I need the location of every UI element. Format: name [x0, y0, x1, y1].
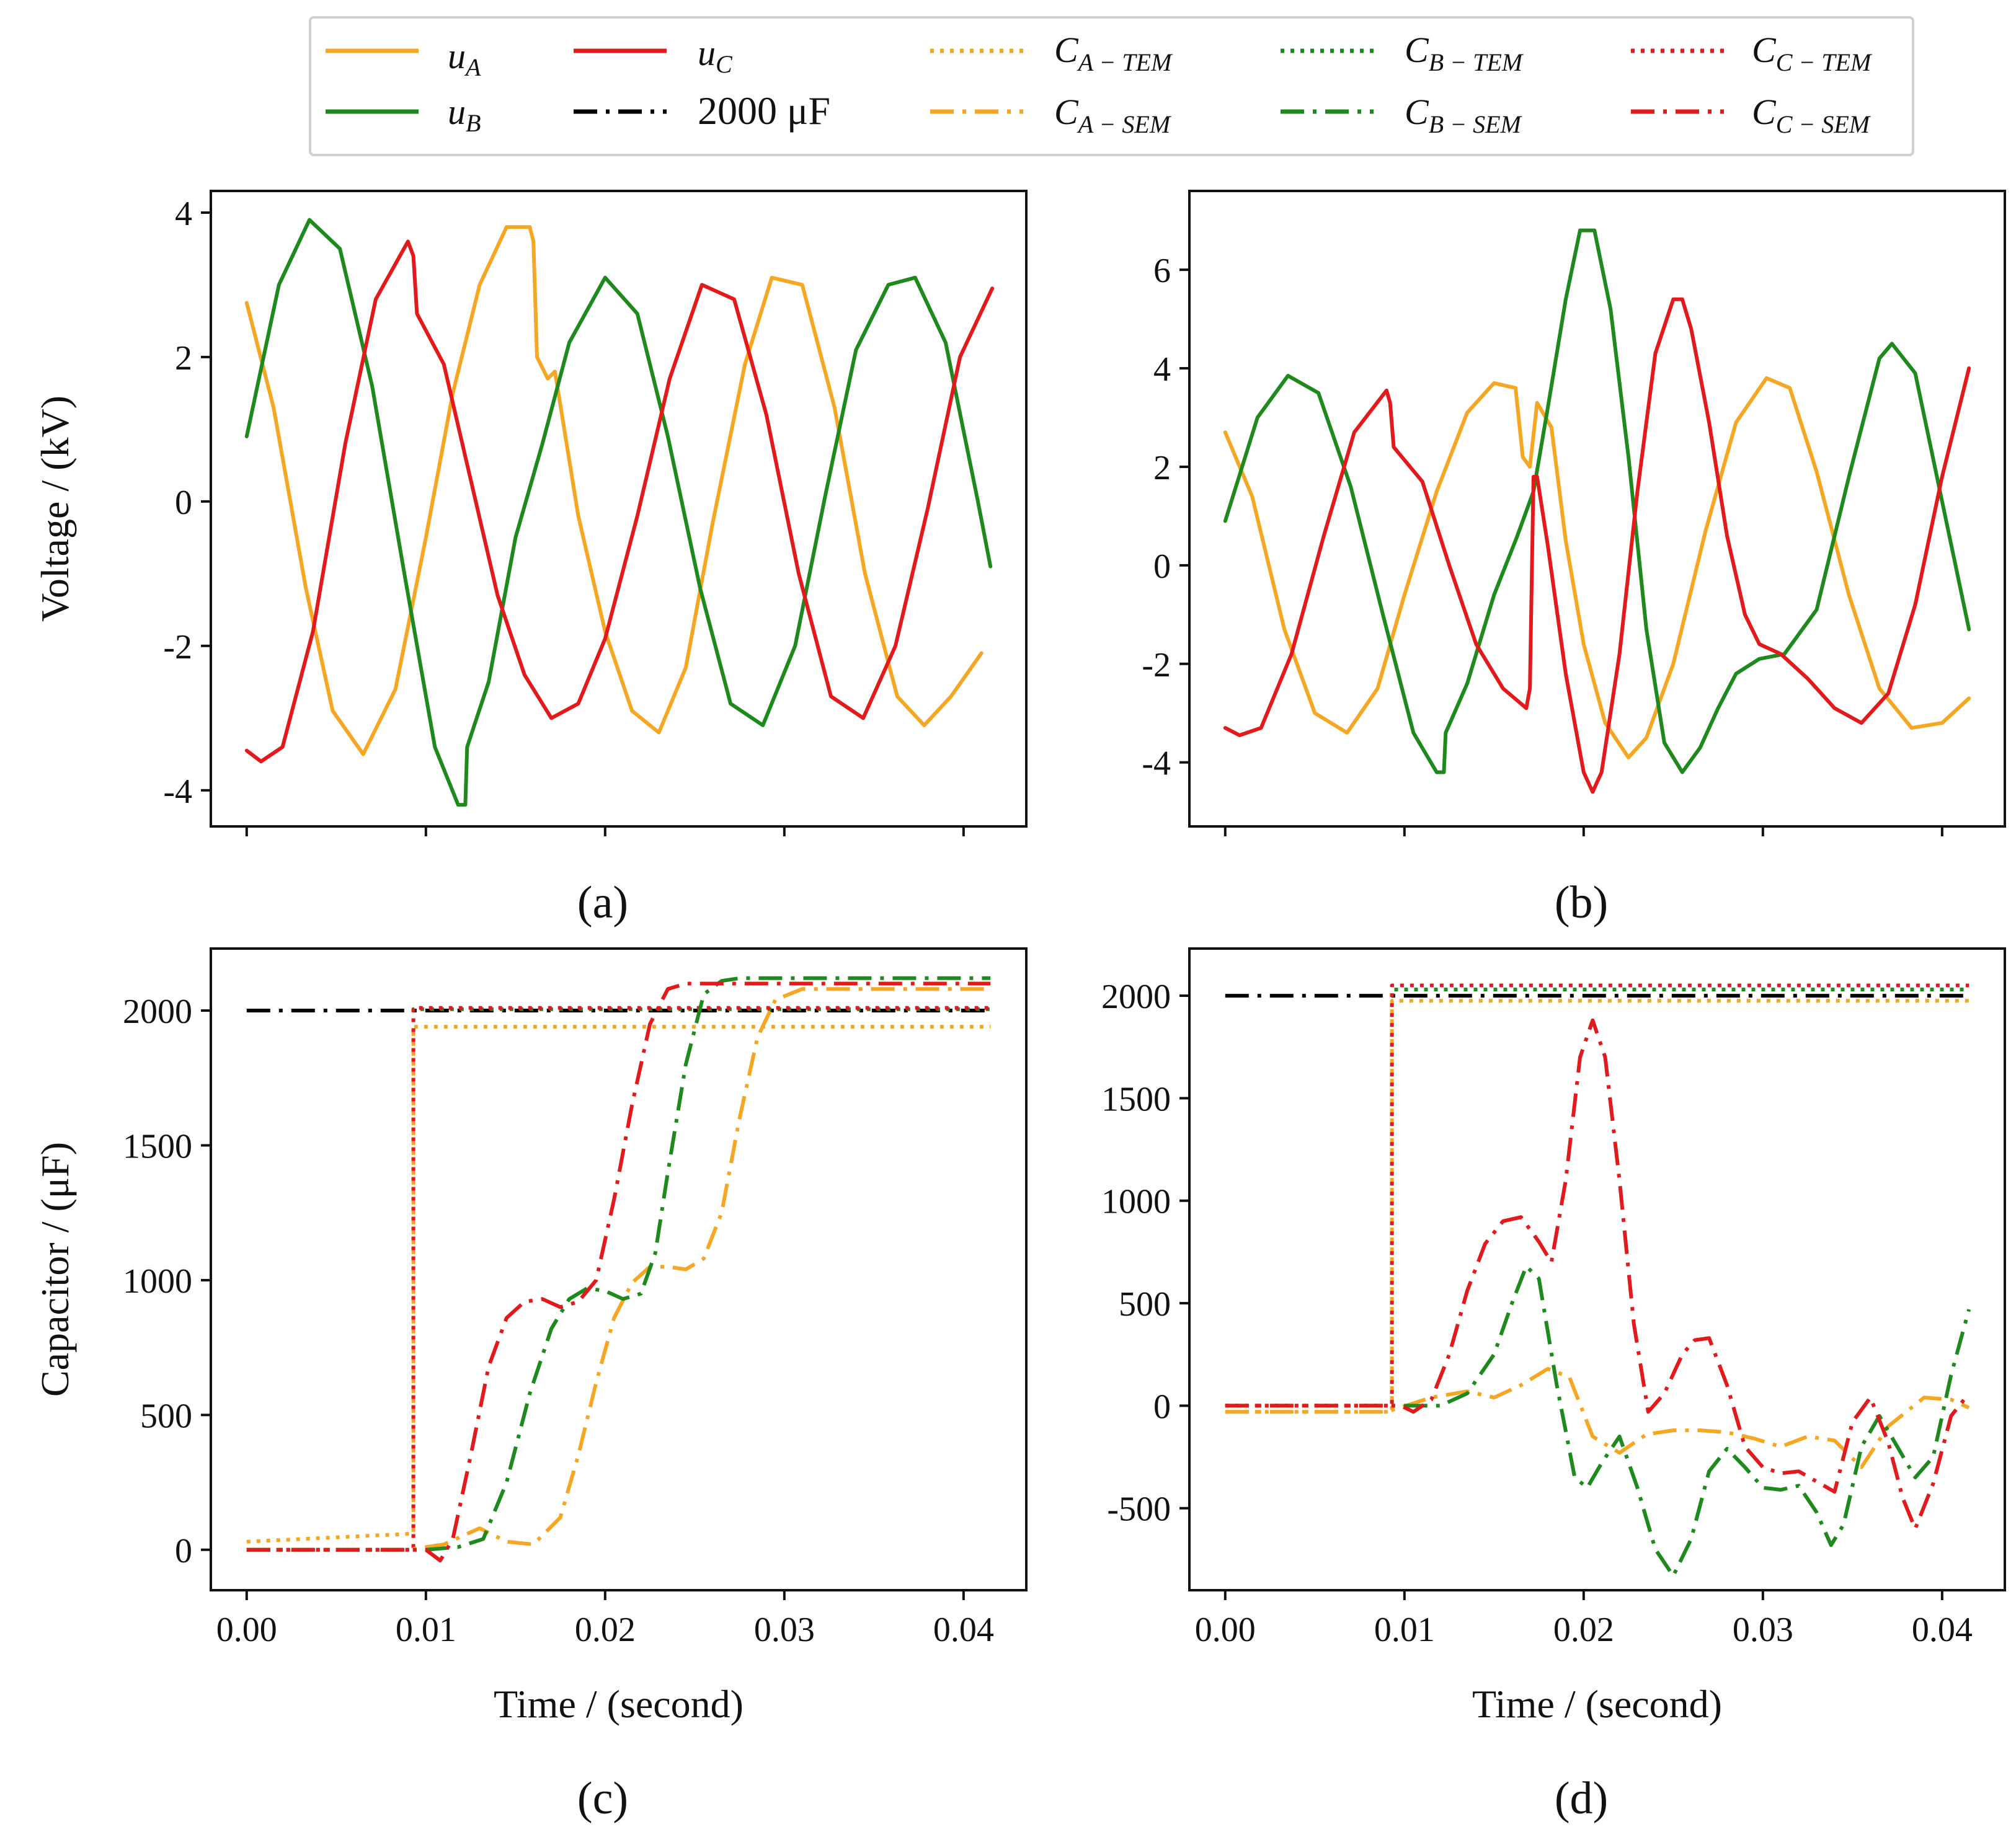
x-axis-label-c: Time / (second) [494, 1682, 744, 1726]
y-tick-label-b: 0 [1153, 547, 1171, 586]
x-tick-label-d: 0.02 [1553, 1611, 1614, 1649]
legend-label-uC: uC [698, 33, 733, 78]
caption-d: (d) [1555, 1773, 1608, 1824]
y-tick-label-b: 2 [1153, 449, 1171, 487]
panel-a: -4 -2 0 2 4 Voltage / (kV) [33, 190, 1028, 836]
panel-d-series [1225, 983, 1971, 1578]
x-tick-label-d: 0.00 [1195, 1611, 1256, 1649]
x-tick-label-d: 0.03 [1733, 1611, 1793, 1649]
legend-label-CA-SEM: CA − SEM [1054, 92, 1172, 138]
legend-label-CA-TEM: CA − TEM [1054, 30, 1173, 76]
y-tick-label-a: 0 [175, 484, 192, 522]
x-tick-label-c: 0.01 [396, 1611, 456, 1649]
y-tick-label-d: 500 [1119, 1285, 1171, 1324]
y-tick-label-a: 4 [175, 195, 192, 233]
plot-frame-d [1188, 947, 2006, 1591]
legend-label-uB: uB [448, 92, 481, 137]
panel-c: 0.00 0.01 0.02 0.03 0.04 0 500 1000 1500 2000 Capa… [33, 947, 1028, 1726]
series-b-uB [1223, 228, 1971, 774]
legend-label-CC-TEM: CC − TEM [1752, 30, 1873, 76]
x-tick-label-c: 0.00 [216, 1611, 277, 1649]
series-c-C-B-SEM [246, 976, 991, 1552]
series-c-C-A-TEM [246, 1025, 991, 1544]
series-c-C-A-SEM [246, 987, 991, 1552]
series-d-C-A-TEM [1225, 999, 1969, 1414]
panel-c-series [246, 976, 991, 1563]
legend-label-CB-TEM: CB − TEM [1405, 30, 1524, 76]
legend-label-ref: 2000 μF [698, 89, 830, 133]
plot-frame-b [1188, 190, 2006, 828]
series-c-C-B-TEM [246, 1007, 991, 1552]
y-tick-label-c: 1500 [123, 1127, 192, 1166]
series-b-uA [1223, 376, 1971, 759]
x-tick-label-c: 0.02 [575, 1611, 636, 1649]
y-tick-label-b: 4 [1153, 350, 1171, 389]
legend: uA uB uC 2000 μF CA − TEM CA − SEM CB − … [309, 16, 1914, 156]
y-tick-label-c: 0 [175, 1532, 192, 1570]
plot-frame-c [210, 947, 1028, 1591]
y-axis-label-a: Voltage / (kV) [33, 396, 77, 622]
series-b-uC [1223, 297, 1971, 794]
series-d-C-A-SEM [1225, 1366, 1970, 1469]
y-tick-label-d: 1500 [1101, 1080, 1171, 1118]
y-tick-label-b: -2 [1142, 646, 1171, 684]
series-a-uB [244, 218, 993, 807]
y-tick-label-d: 2000 [1101, 978, 1171, 1016]
y-tick-label-c: 2000 [123, 993, 192, 1031]
legend-label-uA: uA [448, 36, 481, 81]
y-tick-label-a: -2 [163, 628, 192, 666]
x-tick-label-d: 0.04 [1912, 1611, 1973, 1649]
series-d-C-C-SEM [1225, 1018, 1971, 1531]
series-a-uA [244, 225, 984, 756]
series-d-C-C-TEM [1225, 983, 1969, 1408]
series-d-C-B-TEM [1225, 988, 1969, 1408]
y-tick-label-b: -4 [1142, 745, 1171, 783]
x-axis-label-d: Time / (second) [1472, 1682, 1722, 1726]
x-tick-label-c: 0.03 [754, 1611, 815, 1649]
series-c-C-C-TEM [246, 1006, 991, 1552]
y-tick-label-c: 500 [140, 1397, 192, 1435]
series-d-C-B-SEM [1225, 1264, 1971, 1578]
y-tick-label-d: 1000 [1101, 1183, 1171, 1221]
caption-c: (c) [577, 1773, 628, 1824]
caption-b: (b) [1555, 877, 1608, 928]
x-tick-label-d: 0.01 [1374, 1611, 1435, 1649]
panel-b-series [1223, 228, 1971, 794]
series-c-C-C-SEM [246, 981, 991, 1563]
legend-label-CB-SEM: CB − SEM [1405, 92, 1523, 138]
y-tick-label-c: 1000 [123, 1262, 192, 1301]
y-tick-label-d: 0 [1153, 1387, 1171, 1426]
panel-a-series [244, 218, 995, 807]
panel-d: 0.00 0.01 0.02 0.03 0.04 -500 0 500 1000 1500 2000… [1101, 947, 2006, 1726]
y-axis-label-c: Capacitor / (μF) [33, 1142, 77, 1397]
series-a-uC [244, 239, 995, 764]
y-tick-label-b: 6 [1153, 252, 1171, 290]
caption-a: (a) [577, 877, 628, 928]
panel-b: -4 -2 0 2 4 6 [1142, 190, 2006, 836]
legend-label-CC-SEM: CC − SEM [1752, 92, 1872, 138]
legend-frame [309, 16, 1914, 156]
y-tick-label-a: 2 [175, 339, 192, 378]
plot-frame-a [210, 190, 1028, 828]
y-tick-label-a: -4 [163, 772, 192, 811]
x-tick-label-c: 0.04 [933, 1611, 994, 1649]
y-tick-label-d: -500 [1107, 1490, 1171, 1529]
